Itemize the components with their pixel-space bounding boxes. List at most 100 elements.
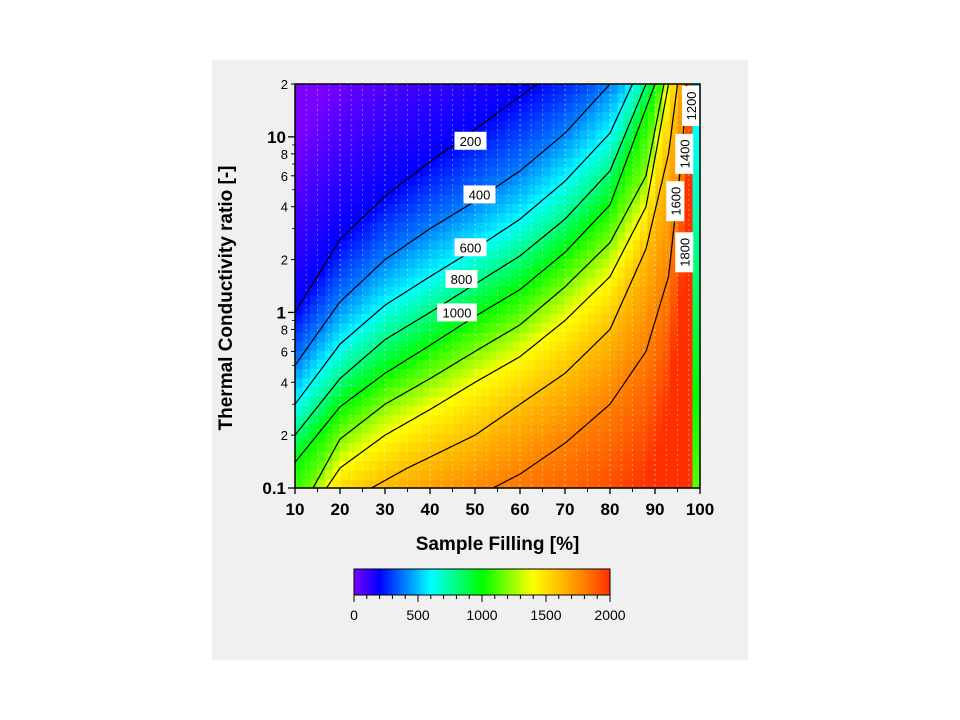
heatmap-cell bbox=[647, 240, 656, 250]
heatmap-cell bbox=[610, 350, 619, 361]
x-tick-label: 40 bbox=[421, 500, 440, 519]
heatmap-cell bbox=[647, 341, 656, 351]
heatmap-cell bbox=[362, 84, 371, 94]
heatmap-cell bbox=[587, 322, 596, 333]
heatmap-cell bbox=[445, 469, 454, 480]
heatmap-cell bbox=[377, 157, 386, 168]
heatmap-cell bbox=[535, 212, 544, 223]
colorbar: 0 500 1000 1500 2000 bbox=[350, 568, 626, 623]
heatmap-cell bbox=[362, 102, 371, 113]
heatmap-cell bbox=[482, 469, 491, 480]
heatmap-cell bbox=[692, 166, 701, 177]
heatmap-cell bbox=[520, 442, 529, 452]
heatmap-cell bbox=[655, 111, 664, 122]
heatmap-cell bbox=[692, 276, 701, 287]
heatmap-cell bbox=[295, 93, 304, 103]
x-axis-title: Sample Filling [%] bbox=[416, 534, 580, 555]
heatmap-cell bbox=[610, 129, 619, 140]
heatmap-cell bbox=[355, 451, 364, 462]
heatmap-cell bbox=[377, 249, 386, 260]
heatmap-cell bbox=[302, 387, 311, 397]
heatmap-cell bbox=[422, 350, 431, 361]
heatmap-cell bbox=[610, 203, 619, 214]
heatmap-cell bbox=[655, 396, 664, 406]
heatmap-cell bbox=[625, 157, 634, 168]
heatmap-cell bbox=[550, 350, 559, 361]
heatmap-cell bbox=[445, 194, 454, 204]
heatmap-cell bbox=[392, 111, 401, 122]
heatmap-cell bbox=[370, 432, 379, 443]
heatmap-cell bbox=[550, 460, 559, 471]
heatmap-cell bbox=[565, 194, 574, 204]
heatmap-cell bbox=[557, 414, 566, 425]
heatmap-cell bbox=[430, 84, 439, 94]
heatmap-cell bbox=[670, 129, 679, 140]
heatmap-cell bbox=[452, 84, 461, 94]
heatmap-cell bbox=[340, 313, 349, 324]
heatmap-cell bbox=[595, 166, 604, 177]
heatmap-cell bbox=[602, 304, 611, 315]
heatmap-cell bbox=[587, 139, 596, 149]
heatmap-cell bbox=[670, 249, 679, 260]
heatmap-cell bbox=[557, 442, 566, 452]
heatmap-cell bbox=[325, 276, 334, 287]
heatmap-cell bbox=[505, 432, 514, 443]
heatmap-cell bbox=[340, 387, 349, 397]
heatmap-cell bbox=[632, 267, 641, 278]
heatmap-cell bbox=[317, 341, 326, 351]
heatmap-cell bbox=[317, 203, 326, 214]
heatmap-cell bbox=[550, 442, 559, 452]
heatmap-cell bbox=[415, 414, 424, 425]
heatmap-cell bbox=[317, 175, 326, 186]
heatmap-cell bbox=[317, 414, 326, 425]
heatmap-cell bbox=[595, 102, 604, 113]
heatmap-cell bbox=[317, 451, 326, 462]
heatmap-cell bbox=[655, 387, 664, 397]
heatmap-cell bbox=[512, 368, 521, 379]
heatmap-cell bbox=[625, 414, 634, 425]
heatmap-cell bbox=[670, 93, 679, 103]
heatmap-cell bbox=[617, 129, 626, 140]
heatmap-cell bbox=[527, 267, 536, 278]
heatmap-cell bbox=[310, 249, 319, 260]
heatmap-cell bbox=[655, 157, 664, 168]
heatmap-cell bbox=[647, 93, 656, 103]
heatmap-cell bbox=[460, 451, 469, 462]
heatmap-cell bbox=[670, 111, 679, 122]
heatmap-cell bbox=[490, 478, 499, 489]
heatmap-cell bbox=[655, 405, 664, 416]
heatmap-cell bbox=[430, 341, 439, 351]
heatmap-cell bbox=[632, 148, 641, 159]
heatmap-cell bbox=[542, 460, 551, 471]
heatmap-cell bbox=[565, 276, 574, 287]
heatmap-cell bbox=[632, 230, 641, 241]
contour-label-400: 400 bbox=[463, 185, 496, 204]
heatmap-cell bbox=[595, 120, 604, 131]
heatmap-cell bbox=[490, 331, 499, 342]
heatmap-cell bbox=[415, 249, 424, 260]
heatmap-cell bbox=[617, 276, 626, 287]
heatmap-cell bbox=[392, 304, 401, 315]
heatmap-cell bbox=[460, 331, 469, 342]
heatmap-cell bbox=[565, 414, 574, 425]
heatmap-cell bbox=[505, 387, 514, 397]
heatmap-cell bbox=[332, 359, 341, 370]
heatmap-cell bbox=[385, 451, 394, 462]
heatmap-cell bbox=[475, 111, 484, 122]
heatmap-cell bbox=[295, 469, 304, 480]
heatmap-cell bbox=[362, 148, 371, 159]
heatmap-cell bbox=[400, 359, 409, 370]
heatmap-cell bbox=[377, 442, 386, 452]
heatmap-cell bbox=[632, 139, 641, 149]
heatmap-cell bbox=[535, 240, 544, 250]
heatmap-cell bbox=[670, 157, 679, 168]
heatmap-cell bbox=[527, 148, 536, 159]
heatmap-cell bbox=[370, 221, 379, 232]
heatmap-cell bbox=[565, 129, 574, 140]
heatmap-cell bbox=[625, 175, 634, 186]
heatmap-cell bbox=[385, 304, 394, 315]
colorbar-tick-label: 500 bbox=[406, 607, 430, 623]
heatmap-cell bbox=[445, 396, 454, 406]
heatmap-cell bbox=[482, 157, 491, 168]
heatmap-cell bbox=[520, 249, 529, 260]
